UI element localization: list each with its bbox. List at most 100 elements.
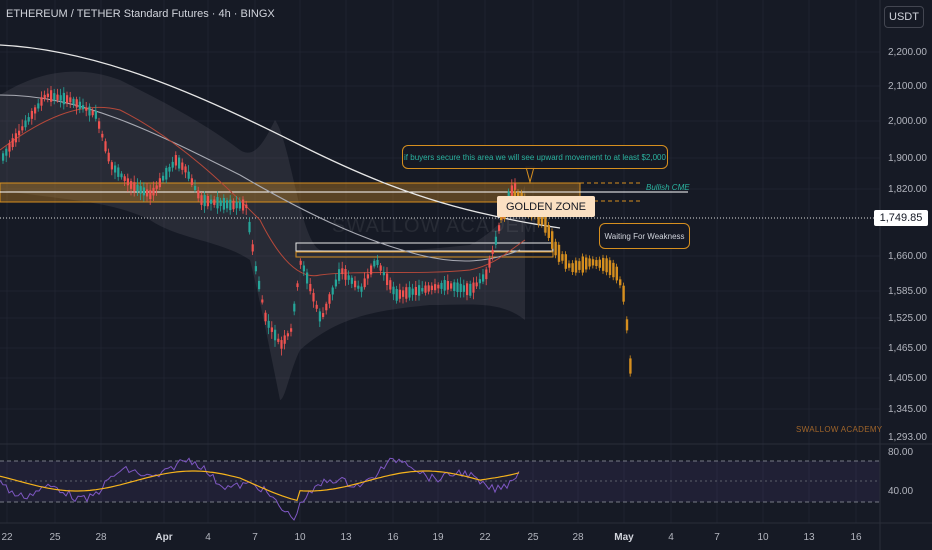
candle-body <box>514 183 517 190</box>
candle-body <box>472 282 475 293</box>
candle-body <box>238 201 241 209</box>
bullish-cme-label: Bullish CME <box>646 183 690 192</box>
candle-body <box>427 285 430 292</box>
candle-body <box>152 187 155 196</box>
candle-body <box>302 265 305 272</box>
candle-body <box>139 186 142 194</box>
price-tick: 1,525.00 <box>888 313 927 324</box>
candle-body <box>75 99 78 108</box>
candle-body <box>414 287 417 296</box>
candle-body <box>78 101 81 109</box>
projection-candle <box>629 358 632 374</box>
candle-body <box>11 138 14 148</box>
candle-body <box>136 184 139 192</box>
date-tick: 19 <box>432 532 444 543</box>
projection-candle <box>588 258 591 267</box>
date-tick: 4 <box>668 532 674 543</box>
candle-body <box>251 244 254 252</box>
currency-button[interactable]: USDT <box>884 6 924 28</box>
date-tick: 25 <box>49 532 61 543</box>
candle-body <box>510 185 513 198</box>
price-tick: 1,900.00 <box>888 153 927 164</box>
candle-body <box>194 185 197 191</box>
projection-candle <box>605 258 608 273</box>
candle-body <box>421 288 424 292</box>
candle-body <box>62 92 65 105</box>
candle-body <box>488 258 491 268</box>
candle-body <box>466 283 469 296</box>
candle-body <box>69 97 72 103</box>
projection-candle <box>591 259 595 266</box>
candle-body <box>171 161 174 168</box>
date-tick: 16 <box>850 532 862 543</box>
projection-candle <box>568 263 571 268</box>
date-tick: 7 <box>714 532 720 543</box>
candle-body <box>424 285 427 293</box>
candle-body <box>315 304 318 309</box>
candle-body <box>258 280 261 290</box>
candle-body <box>254 266 257 272</box>
candle-body <box>373 260 376 267</box>
projection-candle <box>612 262 615 278</box>
candle-body <box>299 260 302 265</box>
candle-body <box>123 176 126 181</box>
price-tick: 2,100.00 <box>888 81 927 92</box>
projection-candle <box>598 259 601 268</box>
candle-body <box>72 98 75 105</box>
candle-body <box>328 294 331 304</box>
waiting-annotation[interactable]: Waiting For Weakness <box>599 223 690 249</box>
projection-candle <box>540 216 544 225</box>
buyers-annotation[interactable]: if buyers secure this area we will see u… <box>402 145 668 169</box>
candle-body <box>210 199 213 204</box>
candle-body <box>389 280 392 290</box>
ma-200-line <box>0 44 561 229</box>
candle-body <box>293 303 296 312</box>
candle-body <box>37 103 40 109</box>
candle-body <box>274 329 277 341</box>
date-tick: 28 <box>572 532 584 543</box>
candle-body <box>363 278 366 288</box>
date-tick-month: May <box>614 532 634 543</box>
candlesticks <box>2 86 517 356</box>
price-tick: 1,465.00 <box>888 343 927 354</box>
candle-body <box>24 120 27 128</box>
candle-body <box>53 93 56 101</box>
candle-body <box>226 200 229 209</box>
candle-body <box>190 178 193 185</box>
candle-body <box>56 94 59 100</box>
candle-body <box>411 288 414 295</box>
projection-candle <box>551 231 554 249</box>
candle-body <box>27 117 30 122</box>
candle-body <box>242 199 245 211</box>
candle-body <box>85 107 88 111</box>
golden-zone-label[interactable]: GOLDEN ZONE <box>497 196 595 217</box>
current-price-label: 1,749.85 <box>874 210 928 226</box>
projection-candle <box>585 257 588 270</box>
candle-body <box>66 95 69 104</box>
candle-body <box>120 173 123 178</box>
candle-body <box>50 90 53 102</box>
candle-body <box>213 199 216 205</box>
candle-body <box>430 285 433 291</box>
projection-candle <box>574 260 578 273</box>
projection-candle <box>608 260 612 276</box>
price-tick: 1,820.00 <box>888 184 927 195</box>
candle-body <box>296 283 299 288</box>
candle-body <box>331 287 334 295</box>
candle-body <box>306 272 309 284</box>
candle-body <box>338 269 341 281</box>
candle-body <box>235 201 238 209</box>
ma-50-line <box>0 106 526 277</box>
candle-body <box>344 268 347 280</box>
price-tick: 1,293.00 <box>888 432 927 443</box>
projection-candle <box>595 260 598 267</box>
candle-body <box>219 200 222 207</box>
date-tick: 25 <box>527 532 539 543</box>
candle-body <box>200 195 203 205</box>
candle-body <box>21 126 24 131</box>
candle-body <box>350 277 353 284</box>
candle-body <box>30 110 33 119</box>
candle-body <box>98 121 101 129</box>
candle-body <box>267 320 270 328</box>
